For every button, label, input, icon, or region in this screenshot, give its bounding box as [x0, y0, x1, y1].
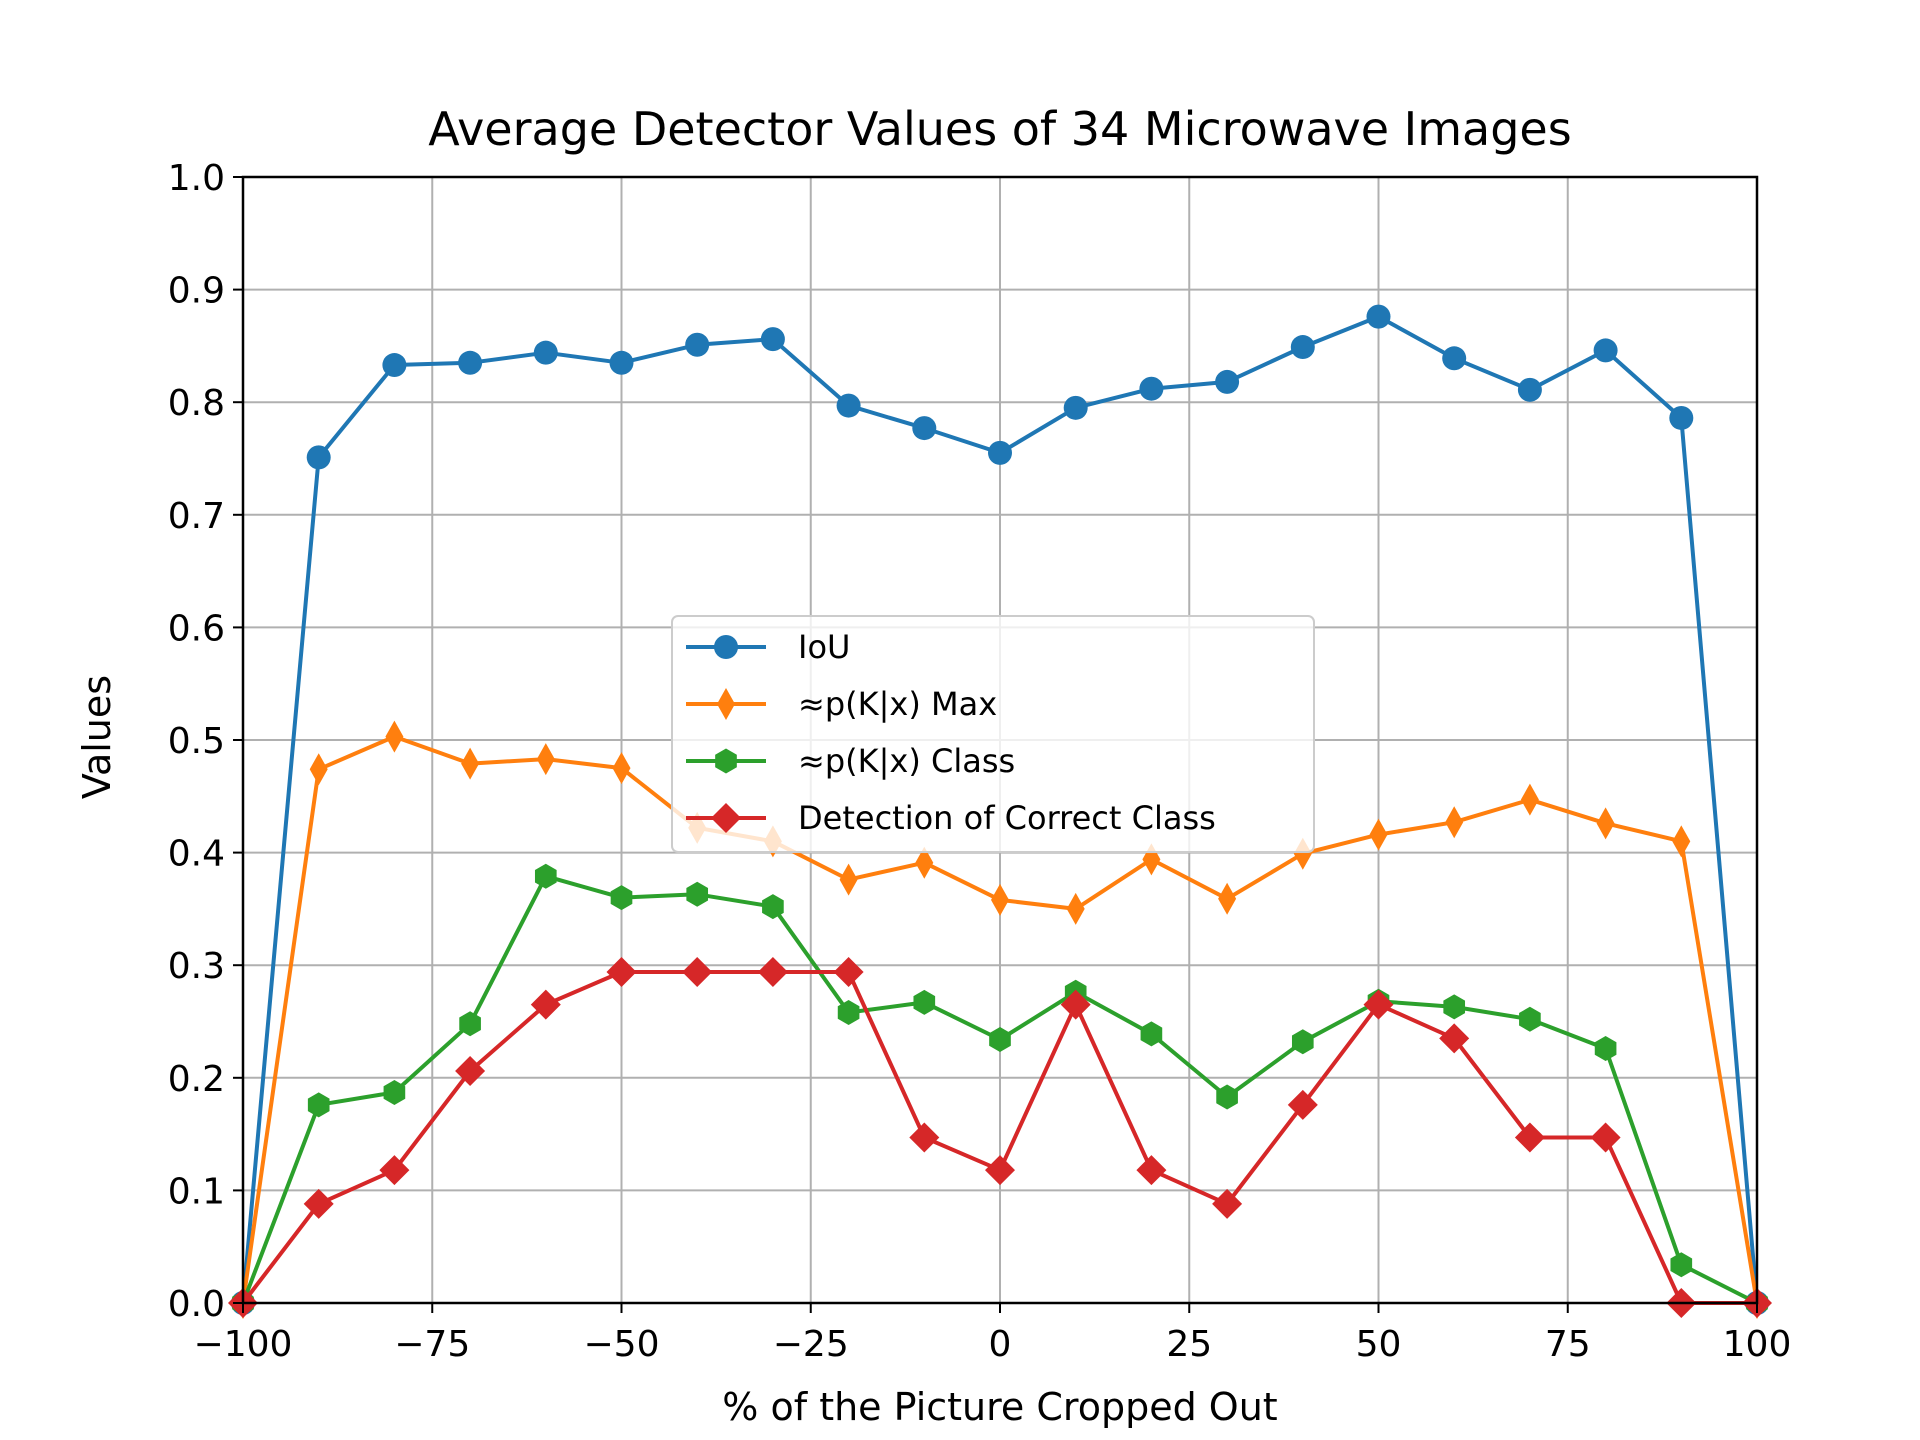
- legend-label: ≈p(K|x) Max: [798, 685, 997, 723]
- x-tick-label: −100: [194, 1324, 293, 1365]
- data-point: [1518, 378, 1542, 402]
- data-point: [458, 351, 482, 375]
- y-tick-label: 0.8: [168, 383, 225, 424]
- legend-label: ≈p(K|x) Class: [798, 742, 1015, 780]
- x-tick-label: −75: [394, 1324, 470, 1365]
- x-axis-label: % of the Picture Cropped Out: [722, 1385, 1277, 1429]
- data-point: [912, 416, 936, 440]
- y-axis-label: Values: [75, 675, 119, 799]
- data-point: [1064, 396, 1088, 420]
- data-point: [382, 353, 406, 377]
- y-tick-label: 0.1: [168, 1171, 225, 1212]
- data-point: [761, 327, 785, 351]
- x-tick-label: 0: [989, 1324, 1012, 1365]
- data-point: [1367, 305, 1391, 329]
- data-point: [988, 441, 1012, 465]
- chart-title: Average Detector Values of 34 Microwave …: [428, 102, 1571, 156]
- data-point: [1215, 370, 1239, 394]
- data-point: [1291, 335, 1315, 359]
- data-point: [1442, 346, 1466, 370]
- y-tick-label: 0.5: [168, 721, 225, 762]
- y-tick-label: 0.2: [168, 1059, 225, 1100]
- x-tick-label: 25: [1166, 1324, 1212, 1365]
- data-point: [1139, 377, 1163, 401]
- legend-label: Detection of Correct Class: [798, 799, 1216, 837]
- x-tick-label: 100: [1723, 1324, 1792, 1365]
- y-tick-label: 0.0: [168, 1284, 225, 1325]
- legend: IoU ≈p(K|x) Max ≈p(K|x) Class Detection of …: [672, 616, 1314, 852]
- data-point: [534, 341, 558, 365]
- data-point: [1594, 338, 1618, 362]
- data-point: [1669, 406, 1693, 430]
- data-point: [307, 445, 331, 469]
- y-tick-label: 0.6: [168, 608, 225, 649]
- x-tick-label: −25: [773, 1324, 849, 1365]
- y-tick-label: 0.7: [168, 496, 225, 537]
- data-point: [685, 333, 709, 357]
- y-tick-label: 0.9: [168, 271, 225, 312]
- legend-marker: [714, 635, 738, 659]
- y-tick-label: 0.4: [168, 834, 225, 875]
- x-tick-label: 75: [1545, 1324, 1591, 1365]
- x-tick-label: 50: [1356, 1324, 1402, 1365]
- y-tick-label: 1.0: [168, 158, 225, 199]
- y-tick-label: 0.3: [168, 946, 225, 987]
- data-point: [610, 351, 634, 375]
- data-point: [837, 394, 861, 418]
- legend-label: IoU: [798, 628, 850, 666]
- x-tick-label: −50: [584, 1324, 660, 1365]
